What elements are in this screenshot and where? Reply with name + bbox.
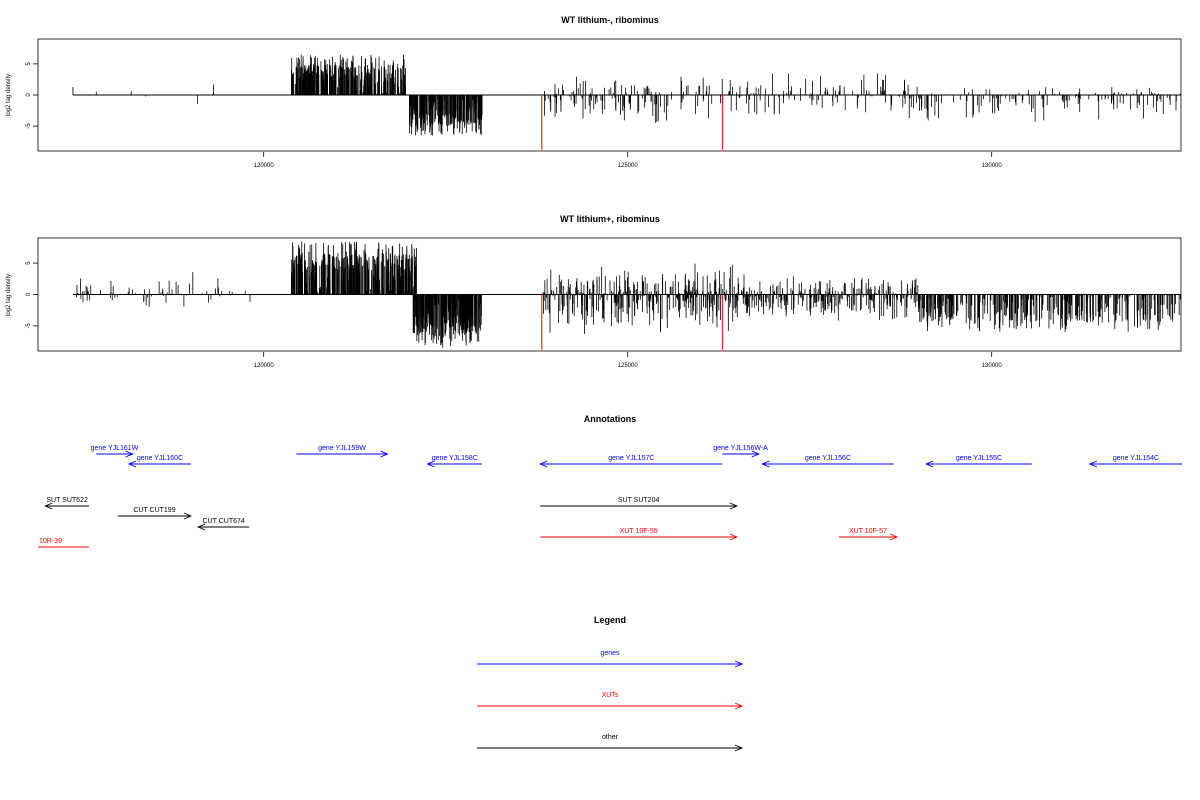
annotation-feature: SUT SUT622 (44, 497, 89, 510)
legend-item: other (477, 734, 744, 752)
feature-arrowhead (125, 450, 134, 458)
feature-label: SUT SUT204 (618, 497, 660, 504)
legend-arrowhead (734, 744, 744, 752)
feature-label: CUT CUT674 (203, 518, 245, 525)
feature-label: gene YJL158C (432, 455, 478, 462)
feature-arrowhead (127, 460, 137, 468)
feature-arrowhead (197, 523, 206, 531)
feature-label: gene YJL160C (137, 455, 183, 462)
annotation-feature: gene YJL158C (426, 455, 483, 468)
panel-lithium-minus: WT lithium-, ribominus log2 tag density … (6, 15, 1182, 169)
y-axis: 5 0 -5 (26, 261, 38, 329)
feature-arrowhead (729, 533, 739, 541)
feature-label: gene YJL156W-A (713, 445, 768, 452)
y-tick-label: -5 (26, 323, 32, 329)
feature-arrowhead (889, 533, 899, 541)
y-tick-label: 0 (26, 93, 32, 97)
y-tick-label: 5 (26, 261, 32, 265)
annotation-feature: gene YJL157C (539, 455, 723, 468)
y-tick-label: 5 (26, 62, 32, 66)
feature-arrowhead (44, 502, 53, 510)
feature-label: gene YJL157C (608, 455, 654, 462)
signal-bars (72, 241, 1181, 350)
feature-label: gene YJL159W (318, 445, 366, 452)
y-axis: 5 0 -5 (26, 62, 38, 129)
legend-label: other (602, 734, 619, 741)
annotation-feature: CUT CUT199 (118, 507, 193, 520)
signal-bars (72, 54, 1181, 150)
y-tick-label: -5 (26, 123, 32, 129)
annotation-feature: XUT 10F-55 (540, 528, 739, 541)
feature-label: gene YJL156C (805, 455, 851, 462)
x-axis: 120000 125000 130000 (254, 152, 1003, 169)
feature-arrowhead (925, 460, 934, 468)
annotation-feature: gene YJL156W-A (713, 445, 768, 458)
annotation-feature: 10R-39 (38, 538, 89, 548)
feature-label: 10R-39 (39, 538, 62, 545)
feature-label: gene YJL154C (1113, 455, 1159, 462)
legend-items: genes XUTs other (477, 650, 744, 752)
y-tick-label: 0 (26, 292, 32, 296)
feature-arrowhead (426, 460, 435, 468)
panel-lithium-plus: WT lithium+, ribominus log2 tag density … (6, 214, 1182, 369)
feature-label: XUT 10F-57 (849, 528, 887, 535)
legend-label: genes (600, 650, 620, 657)
feature-label: gene YJL161W (91, 445, 139, 452)
annotation-feature: CUT CUT674 (197, 518, 250, 531)
annotation-feature: gene YJL161W (91, 445, 139, 458)
annotation-feature: gene YJL154C (1088, 455, 1182, 468)
legend-arrowhead (734, 660, 744, 668)
feature-arrowhead (380, 450, 389, 458)
x-tick-label: 120000 (254, 363, 275, 369)
x-tick-label: 130000 (982, 363, 1003, 369)
annotation-features: gene YJL161W gene YJL160C gene YJL159W gene… (38, 445, 1182, 548)
y-axis-label: log2 tag density (6, 274, 12, 316)
feature-arrowhead (539, 460, 548, 468)
feature-arrowhead (183, 512, 193, 520)
panel-title: WT lithium+, ribominus (560, 214, 660, 224)
annotation-feature: gene YJL156C (761, 455, 894, 468)
feature-arrowhead (1088, 460, 1098, 468)
legend-item: XUTs (477, 692, 744, 710)
x-tick-label: 130000 (982, 163, 1003, 169)
annotation-feature: SUT SUT204 (540, 497, 739, 510)
x-tick-label: 120000 (254, 163, 275, 169)
legend-label: XUTs (602, 692, 619, 699)
y-axis-label: log2 tag density (6, 74, 12, 116)
panel-title: WT lithium-, ribominus (561, 15, 659, 25)
feature-arrowhead (751, 450, 760, 458)
annotations-title: Annotations (584, 414, 637, 424)
feature-label: XUT 10F-55 (620, 528, 658, 535)
legend-item: genes (477, 650, 744, 668)
feature-arrowhead (729, 502, 739, 510)
annotation-feature: gene YJL159W (296, 445, 389, 458)
feature-arrowhead (761, 460, 770, 468)
annotation-feature: XUT 10F-57 (838, 528, 899, 541)
legend: Legend genes XUTs other (477, 615, 744, 752)
annotation-feature: gene YJL155C (925, 455, 1032, 468)
feature-label: SUT SUT622 (46, 497, 88, 504)
x-tick-label: 125000 (618, 163, 639, 169)
annotation-feature: gene YJL160C (127, 455, 191, 468)
x-axis: 120000 125000 130000 (254, 352, 1003, 369)
feature-label: gene YJL155C (956, 455, 1002, 462)
legend-arrowhead (734, 702, 744, 710)
x-tick-label: 125000 (618, 363, 639, 369)
feature-label: CUT CUT199 (133, 507, 175, 514)
legend-title: Legend (594, 615, 626, 625)
